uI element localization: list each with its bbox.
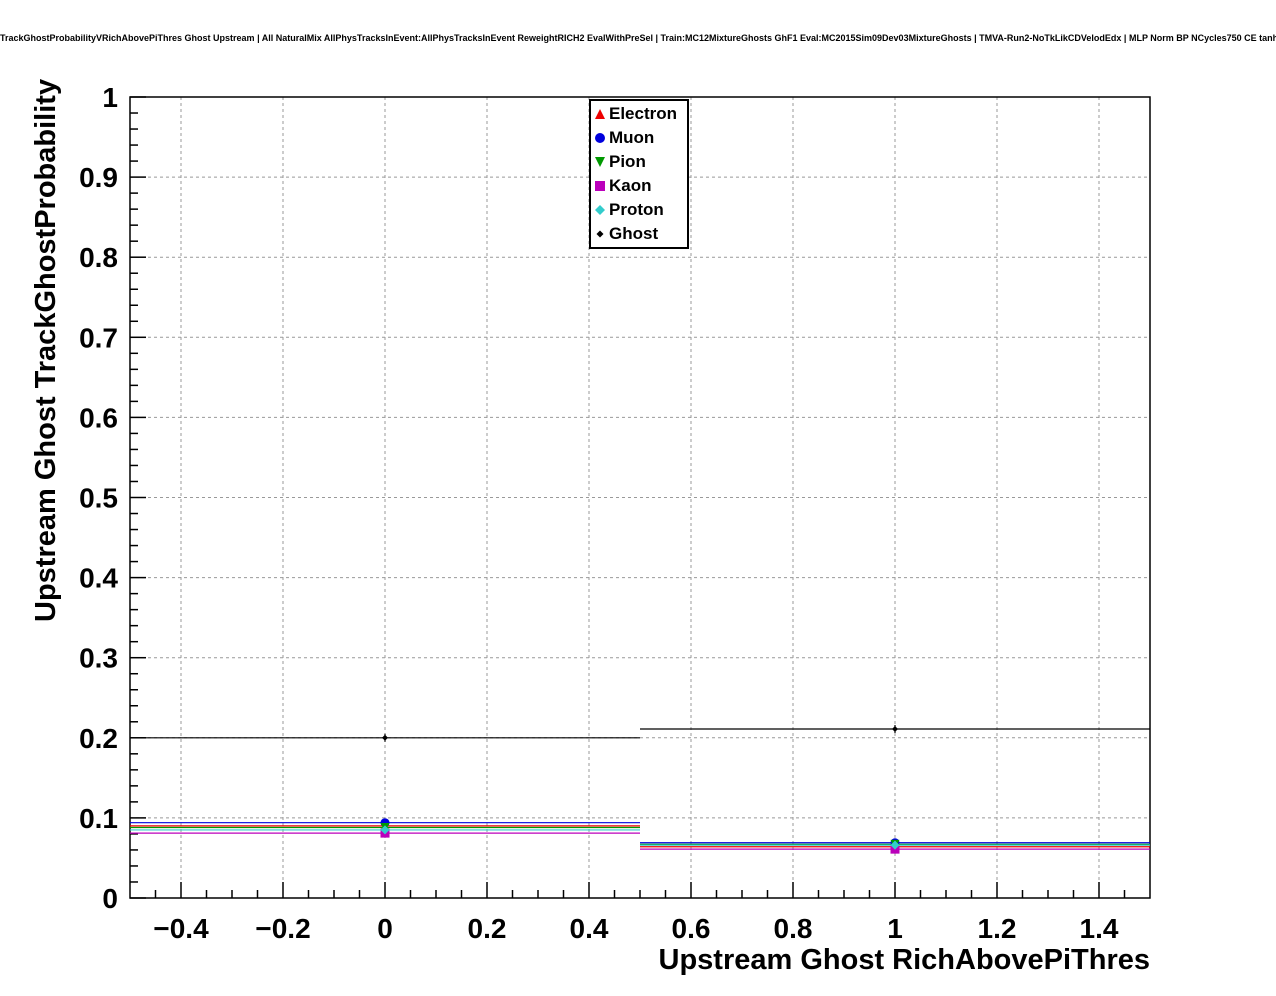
- legend-label-electron: Electron: [609, 104, 678, 123]
- series-ghost: [130, 724, 1150, 742]
- legend-item-kaon: Kaon: [593, 174, 687, 198]
- x-tick-label: 0.4: [570, 913, 609, 944]
- y-tick-label: 0.2: [79, 723, 118, 754]
- plot-title: TrackGhostProbabilityVRichAbovePiThres G…: [0, 33, 1276, 43]
- muon-marker-icon: [595, 133, 605, 143]
- x-axis-title: Upstream Ghost RichAbovePiThres: [658, 944, 1151, 976]
- x-tick-label: 0.8: [774, 913, 813, 944]
- legend-item-pion: Pion: [593, 150, 687, 174]
- pion-marker-icon: [595, 157, 605, 167]
- legend-label-proton: Proton: [609, 200, 664, 219]
- legend: Electron Muon Pion Kaon Proton Ghost: [589, 99, 689, 249]
- series-proton: [130, 825, 1150, 850]
- y-tick-label: 0: [102, 883, 118, 914]
- x-tick-label: 1.4: [1080, 913, 1119, 944]
- y-tick-label: 1: [102, 82, 118, 113]
- y-tick-label: 0.4: [79, 563, 118, 594]
- electron-marker-icon: [595, 109, 605, 119]
- proton-marker-icon: [595, 205, 605, 215]
- y-tick-label: 0.1: [79, 803, 118, 834]
- x-tick-label: 0.6: [672, 913, 711, 944]
- legend-label-pion: Pion: [609, 152, 646, 171]
- y-tick-label: 0.7: [79, 322, 118, 353]
- y-tick-label: 0.5: [79, 483, 118, 514]
- legend-label-muon: Muon: [609, 128, 655, 147]
- y-tick-label: 0.3: [79, 643, 118, 674]
- legend-item-muon: Muon: [593, 126, 687, 150]
- x-tick-label: 1.2: [978, 913, 1017, 944]
- y-tick-label: 0.9: [79, 162, 118, 193]
- legend-item-ghost: Ghost: [593, 222, 687, 246]
- x-tick-label: −0.4: [153, 913, 209, 944]
- y-tick-label: 0.8: [79, 242, 118, 273]
- x-tick-label: 1: [887, 913, 903, 944]
- legend-item-electron: Electron: [593, 102, 687, 126]
- ghost-marker-icon: [596, 230, 604, 238]
- legend-label-ghost: Ghost: [609, 224, 659, 243]
- x-tick-label: 0: [377, 913, 393, 944]
- y-tick-label: 0.6: [79, 402, 118, 433]
- x-tick-label: 0.2: [468, 913, 507, 944]
- kaon-marker-icon: [595, 181, 605, 191]
- x-tick-label: −0.2: [255, 913, 310, 944]
- legend-label-kaon: Kaon: [609, 176, 652, 195]
- legend-item-proton: Proton: [593, 198, 687, 222]
